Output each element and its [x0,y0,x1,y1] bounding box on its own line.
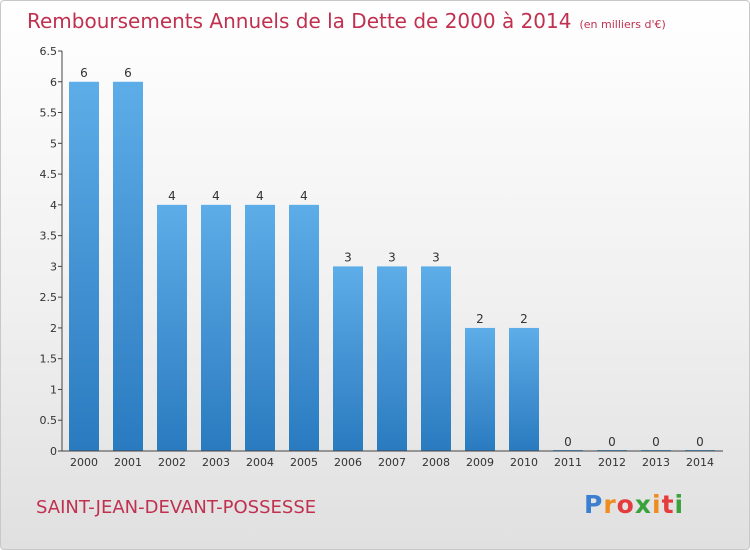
chart-title-text: Remboursements Annuels de la Dette de 20… [27,9,572,33]
x-tick-label: 2008 [422,456,450,469]
bar-value-label: 4 [168,189,176,203]
logo-letter: o [616,490,635,519]
y-tick-label: 4.5 [40,168,58,181]
bar-value-label: 3 [432,250,440,264]
bar [157,204,187,451]
x-tick-label: 2007 [378,456,406,469]
y-tick-label: 0 [50,445,57,458]
bar [289,204,319,451]
y-tick-label: 3.5 [40,230,58,243]
x-tick-label: 2006 [334,456,362,469]
x-axis: 2000 2001 2002 2003 2004 2005 2006 2007 2008 2009… [62,450,723,469]
bar-value-label: 2 [476,312,484,326]
y-tick-label: 4 [50,199,57,212]
commune-name: SAINT-JEAN-DEVANT-POSSESSE [36,497,317,518]
y-tick-label: 1 [50,383,57,396]
proxiti-logo: Proxiti [584,490,684,519]
logo-letter: x [634,490,652,519]
bar-value-label: 3 [344,250,352,264]
bar-value-label: 0 [564,435,572,449]
x-tick-label: 2009 [466,456,494,469]
bars: 6 6 4 4 4 4 3 3 3 2 2 0 0 0 0 [69,66,715,452]
x-tick-label: 2005 [290,456,318,469]
y-tick-label: 6 [50,76,57,89]
y-tick-label: 0.5 [40,414,58,427]
x-tick-label: 2011 [554,456,582,469]
logo-letter: i [652,490,662,519]
bar [377,266,407,451]
bar-value-label: 4 [300,189,308,203]
x-tick-label: 2000 [70,456,98,469]
bar-value-label: 6 [124,66,132,80]
chart-title: Remboursements Annuels de la Dette de 20… [27,9,666,33]
logo-letter: t [661,490,675,519]
bar [465,327,495,451]
logo-letter: r [603,490,617,519]
bar-value-label: 0 [652,435,660,449]
y-tick-label: 2.5 [40,291,58,304]
bar-value-label: 3 [388,250,396,264]
bar-value-label: 0 [608,435,616,449]
logo-letter: i [674,490,685,519]
x-tick-label: 2012 [598,456,626,469]
bar [333,266,363,451]
x-tick-label: 2003 [202,456,230,469]
bar [509,327,539,451]
y-axis: 0 0.5 1 1.5 2 2.5 3 3.5 4 4.5 5 5.5 6 6.5 [40,45,63,458]
bar [113,81,143,452]
x-tick-label: 2014 [686,456,714,469]
bar [69,81,99,452]
x-tick-label: 2013 [642,456,670,469]
y-tick-label: 3 [50,260,57,273]
bar-value-label: 6 [80,66,88,80]
bar [245,204,275,451]
bar-value-label: 4 [212,189,220,203]
y-tick-label: 2 [50,322,57,335]
logo-letter: P [584,490,604,519]
bar-value-label: 2 [520,312,528,326]
x-tick-label: 2010 [510,456,538,469]
bar-value-label: 0 [696,435,704,449]
x-tick-label: 2004 [246,456,274,469]
bar [421,266,451,451]
bar [201,204,231,451]
chart-unit-note: (en milliers d'€) [579,18,666,31]
y-tick-label: 5 [50,137,57,150]
y-tick-label: 1.5 [40,353,58,366]
y-tick-label: 6.5 [40,45,58,58]
x-tick-label: 2002 [158,456,186,469]
bar-value-label: 4 [256,189,264,203]
x-tick-label: 2001 [114,456,142,469]
y-tick-label: 5.5 [40,107,58,120]
